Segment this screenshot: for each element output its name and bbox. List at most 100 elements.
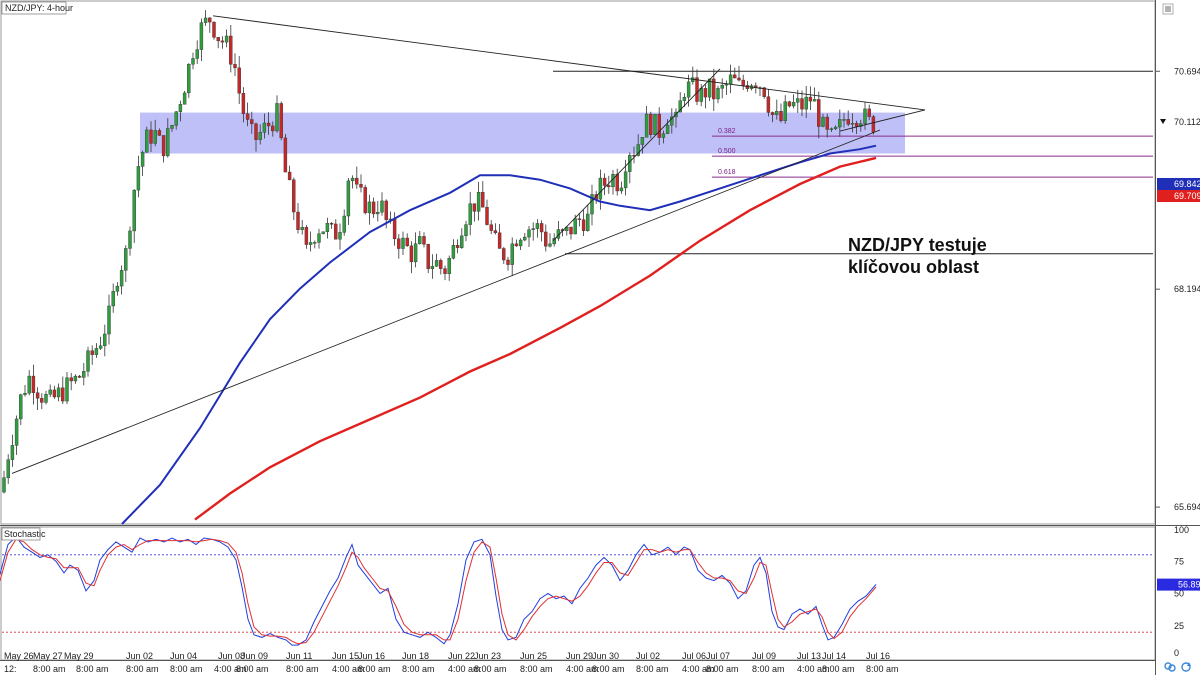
date-tick-label: Jun 09 bbox=[241, 651, 268, 661]
time-tick-label: 8:00 am bbox=[76, 664, 109, 674]
candle-bear bbox=[392, 218, 397, 240]
symbol-title: NZD/JPY: 4-hour bbox=[5, 3, 73, 13]
candle-bear bbox=[304, 227, 309, 245]
date-tick-label: Jun 15 bbox=[332, 651, 359, 661]
time-tick-label: 8:00 am bbox=[236, 664, 269, 674]
price-axis: 70.694 68.194 65.694 70.112 69.842 69.709 bbox=[1155, 66, 1200, 512]
candle-bull bbox=[804, 96, 808, 110]
date-tick-label: Jul 16 bbox=[866, 651, 890, 661]
candle-bull bbox=[119, 270, 124, 287]
candle-bear bbox=[577, 218, 582, 220]
candle-bear bbox=[703, 88, 708, 98]
time-tick-label: 8:00 am bbox=[822, 664, 855, 674]
candle-bull bbox=[346, 180, 351, 217]
candle-bull bbox=[644, 113, 649, 138]
candle-bear bbox=[77, 375, 82, 378]
candle-bear bbox=[212, 21, 216, 38]
candle-bull bbox=[661, 133, 666, 138]
candle-bull bbox=[178, 104, 183, 112]
candle-bear bbox=[854, 123, 859, 127]
candle-bull bbox=[27, 375, 31, 394]
candle-bull bbox=[145, 129, 149, 153]
candle-bull bbox=[2, 477, 6, 493]
candle-bear bbox=[649, 113, 653, 135]
candle-bear bbox=[157, 130, 162, 136]
candle-bull bbox=[350, 177, 355, 182]
candle-bear bbox=[334, 223, 338, 240]
settings-icon[interactable] bbox=[1162, 3, 1174, 15]
date-tick-label: Jun 16 bbox=[358, 651, 385, 661]
candle-bull bbox=[796, 98, 800, 103]
date-tick-label: Jun 08 bbox=[218, 651, 245, 661]
stochastic-tick-label: 75 bbox=[1174, 556, 1184, 566]
candle-bull bbox=[686, 81, 691, 98]
candle-bear bbox=[514, 243, 519, 247]
candle-bear bbox=[871, 116, 876, 133]
candle-bull bbox=[665, 124, 670, 134]
stochastic-tick-label: 100 bbox=[1174, 525, 1189, 535]
triangle-trendlines bbox=[11, 15, 926, 474]
link-icon[interactable] bbox=[1164, 662, 1176, 672]
candle-bull bbox=[153, 130, 157, 144]
candle-bull bbox=[434, 260, 439, 267]
candle-bear bbox=[52, 389, 57, 398]
candle-bull bbox=[308, 242, 313, 245]
candle-bear bbox=[69, 377, 73, 382]
candle-bear bbox=[808, 96, 813, 102]
candle-bull bbox=[833, 126, 838, 129]
candle-bull bbox=[838, 119, 842, 128]
candle-bull bbox=[111, 291, 115, 307]
candle-bear bbox=[539, 223, 544, 233]
time-tick-label: 4:00 am bbox=[332, 664, 365, 674]
time-tick-label: 4:00 am bbox=[214, 664, 247, 674]
candle-bull bbox=[94, 348, 99, 355]
candle-bull bbox=[863, 108, 867, 124]
candle-bull bbox=[510, 243, 514, 265]
candle-bear bbox=[233, 64, 237, 69]
triangle-upper-line bbox=[212, 15, 926, 111]
date-tick-label: Jun 18 bbox=[402, 651, 429, 661]
candle-bull bbox=[640, 137, 645, 145]
fib-label-0.382: 0.382 bbox=[718, 128, 736, 135]
time-axis: May 26 May 27 May 29 Jun 02 Jun 04 Jun 08Jun … bbox=[4, 651, 899, 674]
candle-bull bbox=[447, 257, 451, 274]
candle-bear bbox=[817, 99, 821, 127]
candle-bear bbox=[149, 129, 153, 144]
candle-bull bbox=[321, 231, 325, 234]
moving-averages bbox=[121, 144, 877, 525]
time-tick-label: 8:00 am bbox=[126, 664, 159, 674]
date-tick-label: Jun 22 bbox=[448, 651, 475, 661]
current-price-marker bbox=[1160, 118, 1166, 124]
candle-bear bbox=[271, 125, 275, 132]
candle-bear bbox=[355, 177, 359, 185]
candle-bull bbox=[636, 144, 640, 156]
candle-bull bbox=[850, 123, 855, 125]
candle-bear bbox=[607, 185, 611, 188]
candle-bull bbox=[367, 201, 372, 214]
stochastic-axis: 100 75 50 25 0 56.89 bbox=[1157, 525, 1200, 658]
candle-bear bbox=[422, 236, 426, 245]
candle-bear bbox=[762, 87, 766, 97]
refresh-icon[interactable] bbox=[1181, 662, 1191, 672]
candle-bear bbox=[737, 77, 741, 81]
time-tick-label: 4:00 am bbox=[448, 664, 481, 674]
ma-slow-value-label: 69.709 bbox=[1174, 191, 1200, 201]
candle-bull bbox=[73, 375, 78, 382]
candle-bear bbox=[506, 259, 510, 265]
date-tick-label: May 29 bbox=[64, 651, 94, 661]
annotation-line-1: NZD/JPY testuje bbox=[848, 235, 987, 255]
candle-bull bbox=[464, 224, 468, 237]
price-tick-label: 68.194 bbox=[1174, 284, 1200, 294]
candle-bear bbox=[208, 17, 212, 23]
candle-bear bbox=[329, 223, 334, 225]
candle-bull bbox=[86, 350, 90, 372]
key-zone bbox=[140, 112, 905, 154]
candle-bear bbox=[741, 79, 745, 86]
candle-bear bbox=[602, 177, 607, 186]
price-tick-label: 65.694 bbox=[1174, 502, 1200, 512]
candle-bull bbox=[523, 236, 527, 241]
candle-bull bbox=[418, 236, 422, 244]
candle-bear bbox=[443, 268, 447, 274]
candle-bear bbox=[40, 398, 44, 403]
